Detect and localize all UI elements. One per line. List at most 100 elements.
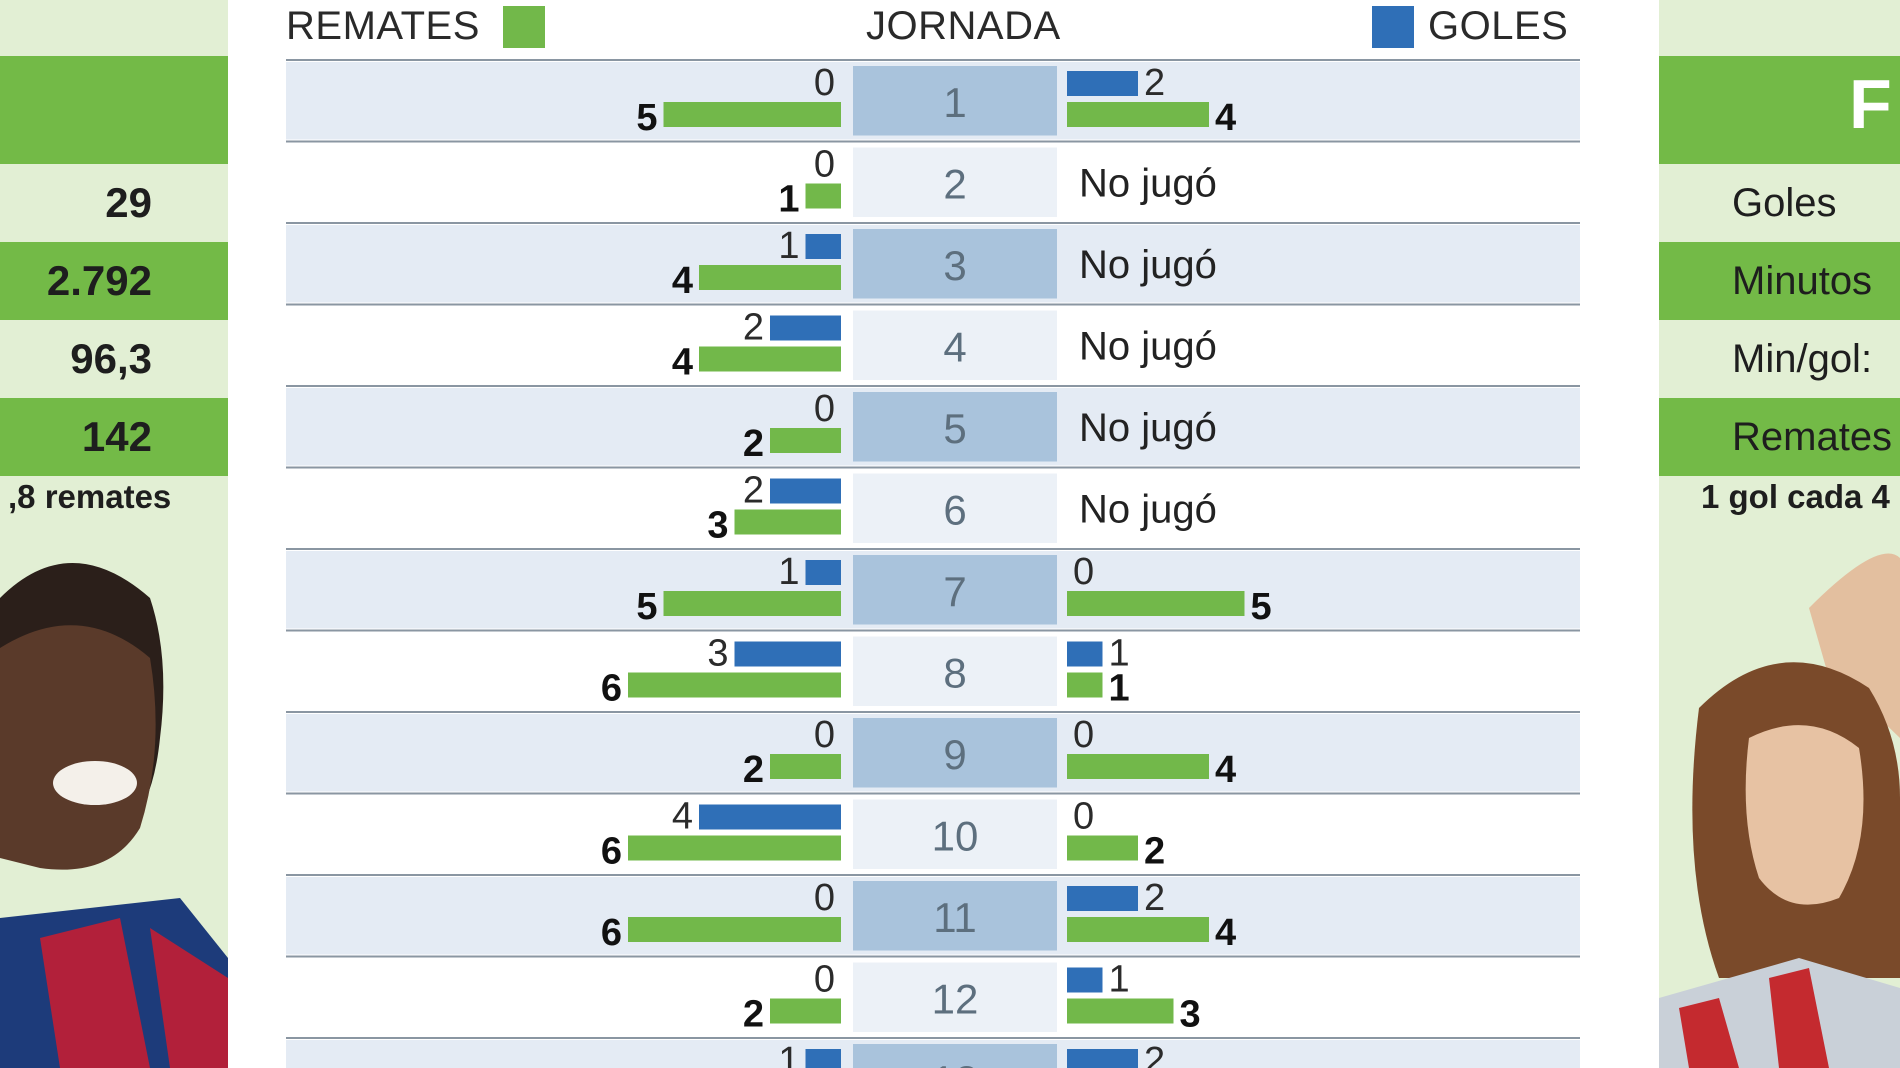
jornada-number: 5 bbox=[943, 405, 966, 452]
left-stat-goles: 29 bbox=[0, 164, 228, 242]
left-goles-bar bbox=[805, 560, 841, 585]
right-remates-label: 5 bbox=[1251, 586, 1272, 628]
left-goles-bar bbox=[699, 804, 841, 830]
jornada-cell bbox=[853, 473, 1057, 543]
jornada-cell bbox=[853, 310, 1057, 380]
left-remates-bar bbox=[628, 835, 841, 861]
left-remates-bar bbox=[770, 998, 841, 1024]
jornada-cell bbox=[853, 1044, 1057, 1068]
right-goles-bar bbox=[1067, 967, 1103, 993]
left-stat-minutos: 2.792 bbox=[0, 242, 228, 320]
right-goles-label: 0 bbox=[1073, 551, 1094, 593]
left-player-photo bbox=[0, 563, 228, 1068]
no-jugo-label: No jugó bbox=[1079, 161, 1217, 205]
right-remates-label: 2 bbox=[1144, 831, 1165, 873]
right-remates-bar bbox=[1067, 917, 1209, 942]
legend-remates-swatch bbox=[503, 6, 545, 48]
right-goles-bar bbox=[1067, 1049, 1138, 1068]
left-remates-label: 2 bbox=[743, 749, 764, 791]
left-goles-label: 0 bbox=[814, 959, 835, 1001]
left-goles-label: 0 bbox=[814, 62, 835, 104]
left-stat-value: 96,3 bbox=[70, 335, 152, 382]
right-remates-bar bbox=[1067, 754, 1209, 779]
right-stat-goles: Goles bbox=[1659, 164, 1900, 242]
right-player-note: 1 gol cada 4 bbox=[1701, 478, 1890, 515]
right-stat-label: Min/gol: bbox=[1732, 336, 1873, 381]
right-remates-label: 1 bbox=[1109, 668, 1130, 710]
jornada-number: 1 bbox=[943, 79, 966, 126]
jornada-number: 13 bbox=[932, 1057, 979, 1068]
right-goles-bar bbox=[1067, 641, 1103, 667]
left-goles-label: 0 bbox=[814, 714, 835, 756]
left-stat-remates: 142 bbox=[0, 398, 228, 476]
legend-remates-label: REMATES bbox=[286, 4, 480, 48]
left-goles-bar bbox=[734, 641, 841, 667]
left-remates-label: 6 bbox=[601, 668, 622, 710]
right-remates-bar bbox=[1067, 998, 1174, 1024]
right-remates-label: 3 bbox=[1180, 994, 1201, 1036]
right-stat-label: Remates bbox=[1732, 414, 1893, 459]
right-goles-label: 2 bbox=[1144, 62, 1165, 104]
left-goles-bar bbox=[805, 234, 841, 259]
jornada-number: 4 bbox=[943, 323, 966, 370]
left-goles-label: 0 bbox=[814, 877, 835, 919]
left-remates-bar bbox=[663, 102, 841, 127]
left-remates-bar bbox=[699, 346, 841, 372]
no-jugo-label: No jugó bbox=[1079, 324, 1217, 368]
left-goles-label: 1 bbox=[778, 551, 799, 593]
no-jugo-label: No jugó bbox=[1079, 487, 1217, 531]
left-remates-bar bbox=[770, 754, 841, 779]
left-goles-bar bbox=[770, 315, 841, 341]
jornada-number: 10 bbox=[932, 812, 979, 859]
left-remates-bar bbox=[805, 183, 841, 209]
left-remates-bar bbox=[770, 428, 841, 453]
right-stat-remates: Remates bbox=[1659, 398, 1900, 476]
right-remates-bar bbox=[1067, 835, 1138, 861]
jornada-number: 6 bbox=[943, 486, 966, 533]
left-goles-bar bbox=[805, 1049, 841, 1068]
right-stat-label: Goles bbox=[1732, 180, 1837, 225]
jornada-number: 2 bbox=[943, 160, 966, 207]
right-remates-bar bbox=[1067, 672, 1103, 698]
jornada-cell bbox=[853, 147, 1057, 217]
left-remates-label: 2 bbox=[743, 423, 764, 465]
left-goles-label: 1 bbox=[778, 1040, 799, 1068]
left-goles-label: 4 bbox=[672, 796, 693, 838]
left-remates-label: 3 bbox=[707, 505, 728, 547]
left-stat-value: 2.792 bbox=[46, 257, 152, 304]
left-goles-label: 0 bbox=[814, 144, 835, 186]
left-remates-label: 6 bbox=[601, 831, 622, 873]
jornada-number: 9 bbox=[943, 731, 966, 778]
no-jugo-label: No jugó bbox=[1079, 406, 1217, 450]
right-goles-label: 2 bbox=[1144, 877, 1165, 919]
left-remates-bar bbox=[699, 265, 841, 290]
left-player-note: ,8 remates bbox=[8, 478, 172, 515]
jornada-number: 11 bbox=[933, 894, 977, 941]
jornada-cell bbox=[853, 718, 1057, 788]
right-remates-label: 4 bbox=[1215, 912, 1236, 954]
right-remates-bar bbox=[1067, 591, 1245, 616]
left-remates-bar bbox=[628, 917, 841, 942]
left-remates-bar bbox=[663, 591, 841, 616]
right-stat-label: Minutos bbox=[1732, 258, 1873, 303]
right-stat-min-gol: Min/gol: bbox=[1659, 320, 1900, 398]
jornada-cell bbox=[853, 229, 1057, 299]
legend-goles-label: GOLES bbox=[1428, 4, 1569, 48]
right-goles-label: 0 bbox=[1073, 796, 1094, 838]
right-remates-label: 4 bbox=[1215, 97, 1236, 139]
left-remates-label: 5 bbox=[636, 97, 657, 139]
right-goles-label: 0 bbox=[1073, 714, 1094, 756]
no-jugo-label: No jugó bbox=[1079, 243, 1217, 287]
left-remates-label: 4 bbox=[672, 260, 693, 302]
jornada-cell bbox=[853, 555, 1057, 625]
left-goles-label: 2 bbox=[743, 470, 764, 512]
left-remates-label: 5 bbox=[636, 586, 657, 628]
right-goles-bar bbox=[1067, 886, 1138, 911]
jornada-cell bbox=[853, 66, 1057, 136]
right-remates-label: 4 bbox=[1215, 749, 1236, 791]
jornada-cell bbox=[853, 962, 1057, 1032]
right-goles-label: 1 bbox=[1109, 633, 1130, 675]
right-player-title-fragment: F bbox=[1849, 65, 1892, 143]
left-goles-label: 0 bbox=[814, 388, 835, 430]
